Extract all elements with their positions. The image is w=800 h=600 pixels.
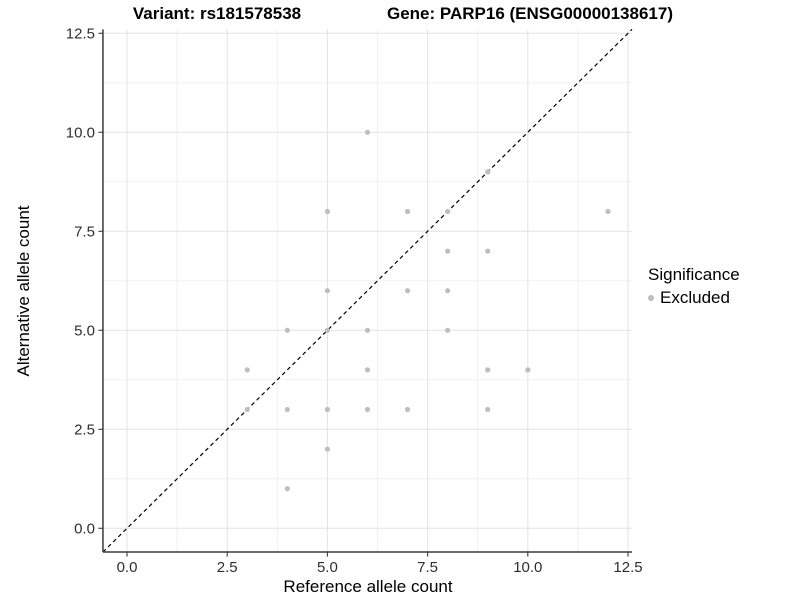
data-point: [324, 288, 330, 294]
legend-point-icon: [648, 295, 654, 301]
x-axis-title: Reference allele count: [283, 577, 453, 596]
data-point: [485, 248, 491, 254]
data-point: [284, 327, 290, 333]
data-point: [404, 288, 411, 294]
x-tick-label: 0.0: [117, 559, 138, 576]
data-point: [445, 248, 451, 254]
y-axis-title: Alternative allele count: [14, 205, 33, 377]
y-tick-label: 12.5: [66, 25, 95, 42]
x-tick-label: 2.5: [217, 559, 238, 576]
legend-item-label: Excluded: [660, 288, 730, 307]
data-point: [485, 169, 491, 175]
data-point: [284, 486, 290, 492]
data-point: [364, 406, 371, 413]
data-point: [364, 327, 371, 333]
data-point: [364, 367, 371, 373]
identity-line: [102, 28, 633, 553]
data-point: [284, 406, 290, 413]
data-point: [525, 367, 531, 373]
y-tick-label: 7.5: [74, 223, 95, 240]
y-tick-label: 5.0: [74, 322, 95, 339]
plot-title-variant: Variant: rs181578538: [132, 4, 302, 23]
y-tick-label: 10.0: [66, 124, 95, 141]
data-point: [324, 327, 330, 333]
y-tick-label: 0.0: [74, 520, 95, 537]
data-point: [364, 129, 371, 135]
data-point: [485, 367, 491, 373]
data-point: [404, 406, 411, 413]
x-tick-label: 5.0: [317, 559, 338, 576]
data-point: [445, 327, 451, 333]
data-point: [324, 406, 330, 413]
y-tick-label: 2.5: [74, 421, 95, 438]
data-point: [244, 406, 250, 413]
data-point: [324, 446, 330, 452]
plot-title-gene: Gene: PARP16 (ENSG00000138617): [386, 4, 674, 23]
data-point: [244, 367, 250, 373]
legend-title: Significance: [648, 265, 740, 284]
data-point: [404, 208, 411, 215]
x-tick-label: 7.5: [417, 559, 438, 576]
x-tick-label: 10.0: [513, 559, 542, 576]
legend: Significance Excluded: [648, 265, 740, 308]
data-point: [605, 208, 611, 215]
x-tick-label: 12.5: [613, 559, 642, 576]
data-point: [324, 208, 330, 215]
data-point: [485, 406, 491, 413]
data-point: [445, 288, 451, 294]
data-point: [445, 208, 451, 215]
legend-item-excluded: Excluded: [648, 288, 740, 308]
